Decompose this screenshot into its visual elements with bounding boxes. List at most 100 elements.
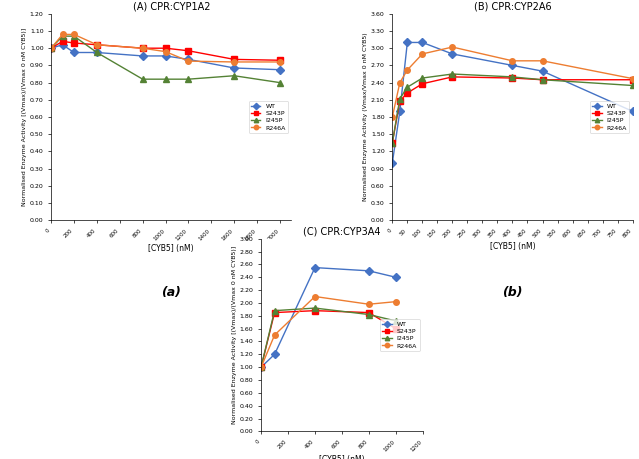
Y-axis label: Normalised Enzyme Activity [(Vmax)/(Vmax 0 nM CYB5)]: Normalised Enzyme Activity [(Vmax)/(Vmax… (22, 28, 27, 206)
WT (59, 42, 66, 48)
S243P (162, 45, 169, 51)
WT (396, 108, 404, 114)
Line: S243P: S243P (49, 39, 282, 63)
X-axis label: [CYB5] (nM): [CYB5] (nM) (319, 455, 365, 459)
R246A (539, 58, 546, 63)
I245P (419, 75, 426, 81)
WT (93, 50, 101, 55)
Legend: WT, S243P, I245P, R246A: WT, S243P, I245P, R246A (380, 319, 419, 351)
X-axis label: [CYB5] (nM): [CYB5] (nM) (148, 244, 194, 253)
Line: R246A: R246A (258, 294, 399, 370)
S243P (392, 326, 399, 331)
I245P (396, 96, 404, 101)
Line: I245P: I245P (258, 305, 399, 370)
I245P (392, 318, 399, 324)
I245P (47, 45, 55, 51)
WT (276, 67, 284, 73)
R246A (629, 76, 636, 81)
S243P (231, 56, 238, 62)
Legend: WT, S243P, I245P, R246A: WT, S243P, I245P, R246A (249, 101, 288, 133)
WT (47, 45, 55, 51)
R246A (47, 45, 55, 51)
WT (419, 39, 426, 45)
WT (389, 160, 396, 166)
Title: (A) CPR:CYP1A2: (A) CPR:CYP1A2 (132, 1, 210, 11)
Line: WT: WT (49, 42, 282, 73)
R246A (70, 32, 78, 37)
I245P (70, 34, 78, 39)
Line: I245P: I245P (390, 71, 635, 146)
S243P (629, 77, 636, 83)
Text: (b): (b) (502, 286, 523, 299)
I245P (93, 50, 101, 55)
R246A (271, 332, 279, 338)
R246A (389, 114, 396, 120)
S243P (449, 74, 456, 80)
I245P (139, 76, 146, 82)
R246A (509, 58, 516, 63)
I245P (403, 84, 411, 90)
I245P (185, 76, 192, 82)
R246A (59, 32, 66, 37)
S243P (185, 48, 192, 54)
I245P (162, 76, 169, 82)
I245P (231, 73, 238, 78)
Y-axis label: Normalised Enzyme Activity [(Vmax)/(Vmax 0 nM CYB5)]: Normalised Enzyme Activity [(Vmax)/(Vmax… (232, 246, 237, 424)
S243P (539, 77, 546, 83)
R246A (276, 59, 284, 65)
R246A (139, 45, 146, 51)
I245P (365, 312, 373, 317)
WT (539, 68, 546, 74)
Line: R246A: R246A (390, 44, 635, 120)
WT (231, 65, 238, 71)
I245P (449, 71, 456, 77)
I245P (276, 80, 284, 85)
Title: (C) CPR:CYP3A4: (C) CPR:CYP3A4 (303, 226, 381, 236)
WT (449, 51, 456, 56)
I245P (629, 83, 636, 88)
I245P (389, 140, 396, 146)
S243P (365, 310, 373, 315)
I245P (271, 308, 279, 313)
I245P (509, 74, 516, 80)
R246A (162, 49, 169, 55)
S243P (59, 39, 66, 44)
R246A (93, 42, 101, 48)
WT (403, 39, 411, 45)
Text: (a): (a) (161, 286, 181, 299)
S243P (276, 57, 284, 63)
S243P (93, 42, 101, 48)
WT (392, 274, 399, 280)
X-axis label: [CYB5] (nM): [CYB5] (nM) (489, 242, 535, 251)
R246A (311, 294, 319, 299)
S243P (389, 140, 396, 146)
R246A (365, 302, 373, 307)
WT (311, 265, 319, 270)
S243P (509, 75, 516, 81)
Y-axis label: Normalised Enzyme Activity (Vmax/Vmax 0 nM CYB5): Normalised Enzyme Activity (Vmax/Vmax 0 … (363, 33, 368, 202)
WT (365, 268, 373, 274)
S243P (47, 45, 55, 51)
R246A (258, 364, 265, 370)
I245P (539, 77, 546, 83)
WT (509, 62, 516, 68)
Line: WT: WT (390, 39, 635, 166)
R246A (396, 80, 404, 85)
WT (139, 53, 146, 59)
R246A (185, 58, 192, 64)
Line: S243P: S243P (258, 308, 399, 370)
S243P (311, 308, 319, 313)
R246A (231, 59, 238, 65)
S243P (139, 45, 146, 51)
R246A (449, 44, 456, 50)
Title: (B) CPR:CYP2A6: (B) CPR:CYP2A6 (473, 1, 551, 11)
WT (258, 364, 265, 370)
Line: I245P: I245P (49, 34, 282, 85)
S243P (403, 90, 411, 95)
R246A (392, 299, 399, 304)
Legend: WT, S243P, I245P, R246A: WT, S243P, I245P, R246A (590, 101, 629, 133)
S243P (70, 40, 78, 46)
WT (271, 352, 279, 357)
R246A (419, 51, 426, 56)
I245P (258, 364, 265, 370)
